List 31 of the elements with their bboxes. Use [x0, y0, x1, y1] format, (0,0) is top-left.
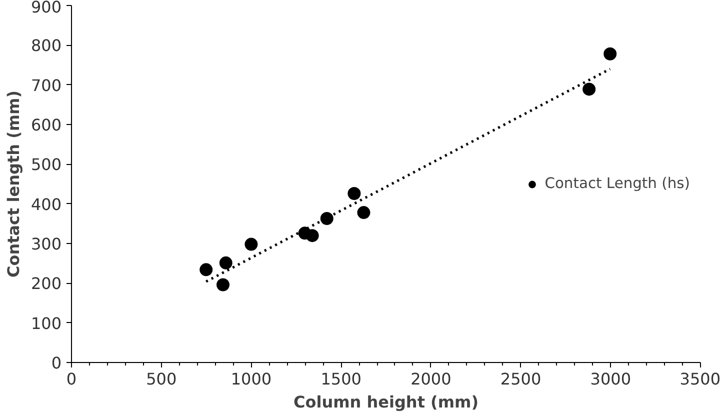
y-tick-label: 600	[30, 116, 62, 134]
point	[200, 263, 213, 276]
x-tick-label: 3500	[680, 370, 720, 388]
x-tick-label: 1500	[320, 370, 362, 388]
y-tick-label: 300	[30, 234, 62, 254]
y-axis-title: Contact length (mm)	[4, 90, 23, 278]
x-tick-label: 2500	[500, 370, 542, 388]
point	[320, 212, 334, 225]
y-tick-label: 500	[30, 155, 62, 174]
y-tick-label: 200	[30, 274, 62, 294]
point	[604, 47, 617, 60]
x-axis-title: Column height (mm)	[294, 392, 478, 412]
point	[219, 256, 232, 270]
point	[306, 229, 319, 242]
x-tick-label: 3000	[590, 370, 631, 388]
x-tick-label: 500	[146, 370, 177, 388]
point	[216, 278, 230, 292]
x-tick-label: 1000	[230, 370, 272, 388]
point	[357, 206, 370, 220]
y-tick-label: 400	[30, 194, 62, 214]
legend-label: Contact Length (hs)	[544, 175, 690, 192]
x-tick-label: 2000	[410, 370, 452, 388]
y-tick-label: 700	[30, 76, 62, 95]
y-tick-label: 100	[30, 314, 62, 333]
y-tick-label: 900	[30, 0, 62, 16]
y-tick-label: 800	[30, 36, 62, 56]
point	[348, 187, 361, 200]
x-tick-label: 0	[66, 370, 77, 388]
point	[244, 238, 258, 251]
point	[582, 82, 596, 96]
y-tick-label: 0	[51, 354, 62, 372]
